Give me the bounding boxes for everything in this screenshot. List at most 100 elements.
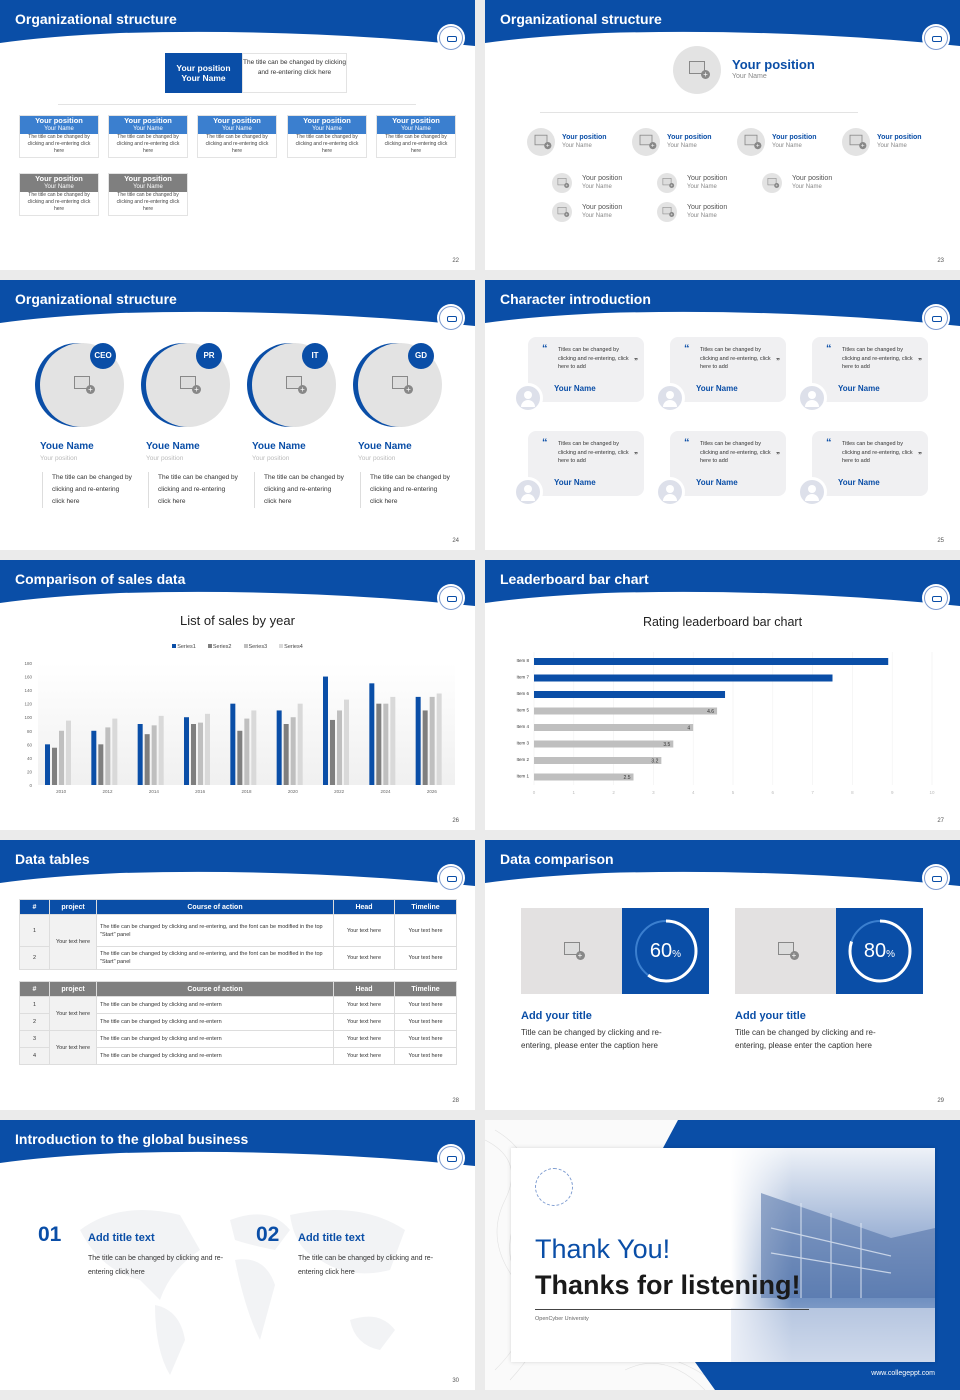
- bar-series3-2020: [290, 717, 296, 785]
- character-card[interactable]: “ ” Titles can be changed by clicking and …: [670, 431, 786, 496]
- slide-26[interactable]: Comparison of sales data 26 List of sales …: [0, 560, 475, 830]
- slide-23[interactable]: Organizational structure23Your positionY…: [485, 0, 960, 270]
- column-chart: 0 20 40 60 80 100 120 140 160 180 2010 2012 2014 2016…: [24, 661, 455, 794]
- org-box[interactable]: Your position Your Name The title can be c…: [376, 115, 456, 158]
- header-band: [485, 560, 960, 606]
- image-add-icon: [74, 376, 95, 394]
- data-label: 3.2: [651, 759, 658, 765]
- name-label: Your Name: [582, 213, 612, 219]
- slide-25[interactable]: Character introduction 25 “ ” Titles can be …: [485, 280, 960, 550]
- slide-22[interactable]: Organizational structure 22 Your position Y…: [0, 0, 475, 270]
- row-number: 2: [19, 1013, 50, 1031]
- image-placeholder-icon: [777, 942, 799, 960]
- bar-series3-2022: [337, 710, 342, 785]
- person-label: Your position Your Name: [582, 204, 622, 220]
- progress-ring: [634, 919, 698, 983]
- person-label: Your position Your Name: [582, 175, 622, 191]
- avatar: [513, 383, 543, 413]
- image-placeholder-icon: [563, 942, 585, 960]
- category-label: Item 8: [516, 658, 529, 663]
- bar-series3-2026: [429, 696, 435, 785]
- avatar-photo: [552, 173, 572, 193]
- position-label: Your position: [582, 204, 623, 211]
- bar-series4-2024: [390, 696, 396, 785]
- image-add-icon: [662, 178, 675, 188]
- slide-24[interactable]: Organizational structure 24 CEO Youe Name Yo…: [0, 280, 475, 550]
- name-label: Your Name: [44, 125, 74, 132]
- bar-series2-2014: [144, 734, 150, 785]
- y-tick-label: 60: [27, 742, 33, 747]
- name-label: Your Name: [687, 184, 717, 190]
- slide-title: Comparison of sales data: [15, 571, 186, 587]
- role-badge: CEO: [90, 343, 116, 369]
- name-label: Your Name: [133, 183, 163, 190]
- image-add-icon: [557, 178, 570, 188]
- character-quote: Titles can be changed by clicking and re…: [842, 347, 913, 370]
- y-tick-label: 80: [27, 729, 33, 734]
- image-placeholder-icon: [392, 376, 413, 394]
- position-label: Your position: [35, 116, 83, 125]
- bar-series3-2010: [59, 730, 64, 785]
- org-box[interactable]: Your position Your Name The title can be c…: [287, 115, 367, 158]
- website-link: www.collegeppt.com: [871, 1370, 935, 1377]
- slide-header: Data comparison: [485, 840, 960, 888]
- y-tick-label: 180: [24, 661, 32, 666]
- person-label: Your position Your Name: [877, 134, 922, 150]
- x-tick-label: 8: [851, 790, 854, 795]
- slide-28[interactable]: Data tables 28 # project Course of action Hea…: [0, 840, 475, 1110]
- character-card[interactable]: “ ” Titles can be changed by clicking and …: [812, 337, 928, 402]
- org-box[interactable]: Your position Your Name The title can be c…: [19, 173, 99, 216]
- header-band: [0, 0, 475, 46]
- bar-series1-2024: [369, 683, 375, 785]
- role-badge: GD: [408, 343, 434, 369]
- avatar-photo: [552, 202, 572, 222]
- image-add-icon: [689, 61, 710, 79]
- item-number: 01: [38, 1223, 62, 1246]
- org-box[interactable]: Your position Your Name The title can be c…: [108, 115, 188, 158]
- character-card[interactable]: “ ” Titles can be changed by clicking and …: [670, 337, 786, 402]
- slide-title: Character introduction: [500, 291, 651, 307]
- action-cell: The title can be changed by clicking and…: [96, 996, 334, 1014]
- x-tick-label: 2022: [334, 789, 345, 794]
- progress-panel: 60%: [622, 908, 709, 994]
- org-box-header: Your position Your Name: [109, 174, 187, 192]
- user-icon-body: [805, 494, 819, 501]
- position-label: Your position: [772, 134, 817, 141]
- character-card[interactable]: “ ” Titles can be changed by clicking and …: [528, 431, 644, 496]
- chart-legend: Series1 Series2 Series3 Series4: [0, 644, 475, 650]
- character-card[interactable]: “ ” Titles can be changed by clicking and …: [528, 337, 644, 402]
- character-card[interactable]: “ ” Titles can be changed by clicking and …: [812, 431, 928, 496]
- user-icon: [666, 391, 674, 399]
- role-badge: IT: [302, 343, 328, 369]
- person-label: Your position Your Name: [792, 175, 832, 191]
- org-top-box[interactable]: Your position Your Name: [165, 53, 242, 93]
- org-box-header: Your position Your Name: [109, 116, 187, 134]
- user-icon-body: [521, 494, 535, 501]
- table-header: # project Course of action Head Timeline: [19, 981, 457, 997]
- org-box[interactable]: Your position Your Name The title can be c…: [197, 115, 277, 158]
- column-header: project: [49, 981, 97, 997]
- y-tick-label: 140: [24, 688, 32, 693]
- item-title: Add title text: [298, 1232, 365, 1244]
- member-position: Your position: [40, 455, 78, 462]
- y-tick-label: 40: [27, 756, 33, 761]
- legend-item: Series1: [172, 644, 196, 650]
- slide-31[interactable]: Thank You! Thanks for listening! OpenCyber…: [485, 1120, 960, 1390]
- org-box[interactable]: Your position Your Name The title can be c…: [19, 115, 99, 158]
- slide-30[interactable]: Introduction to the global business 30 01 A…: [0, 1120, 475, 1390]
- character-quote: Titles can be changed by clicking and re…: [700, 441, 771, 464]
- image-add-icon: [286, 376, 307, 394]
- slide-title: Introduction to the global business: [15, 1131, 249, 1147]
- name-label: Your Name: [401, 125, 431, 132]
- user-icon-body: [805, 400, 819, 407]
- person-label: Your position Your Name: [667, 134, 712, 150]
- org-box[interactable]: Your position Your Name The title can be c…: [108, 173, 188, 216]
- slide-27[interactable]: Leaderboard bar chart 27 Rating leaderboar…: [485, 560, 960, 830]
- slide-29[interactable]: Data comparison 29 60% Add your title Title …: [485, 840, 960, 1110]
- project-cell: Your text here: [49, 914, 97, 970]
- avatar: [797, 383, 827, 413]
- building-illustration: [731, 1193, 935, 1362]
- percent-number: 80: [863, 940, 887, 962]
- person-label: Your position Your Name: [687, 175, 727, 191]
- legend-item: Series3: [243, 644, 267, 650]
